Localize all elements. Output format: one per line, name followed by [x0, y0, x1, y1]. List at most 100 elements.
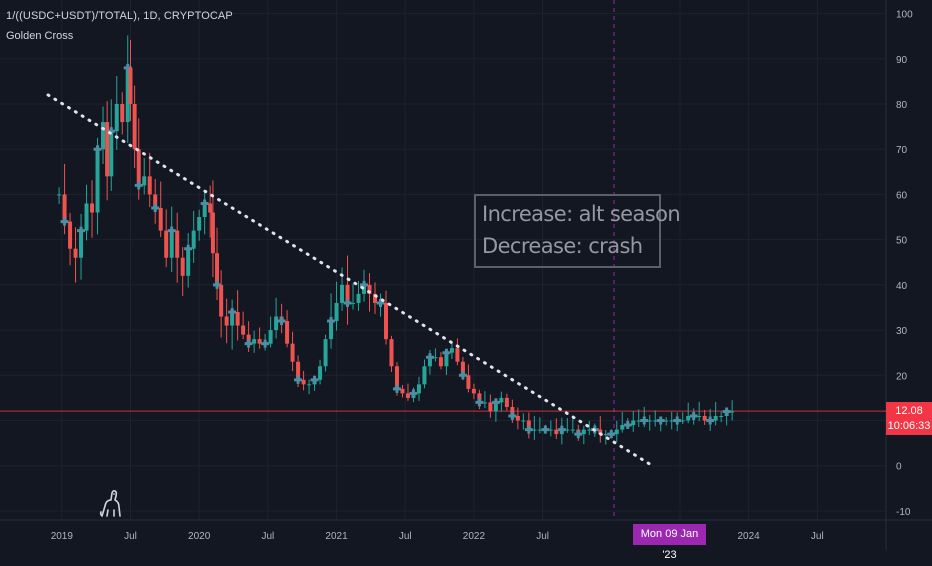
- candle-body: [169, 230, 174, 258]
- golden-cross-marker: [425, 353, 434, 362]
- candle-body: [532, 429, 537, 431]
- golden-cross-marker: [228, 308, 237, 316]
- y-tick-label: 70: [896, 145, 908, 156]
- golden-cross-marker: [277, 317, 286, 326]
- golden-cross-marker: [689, 412, 698, 420]
- x-tick-label: Jul: [536, 531, 549, 542]
- candle-body: [307, 384, 312, 386]
- annotation-box[interactable]: Increase: alt season Decrease: crash: [474, 194, 681, 268]
- candle-body: [367, 284, 372, 294]
- candle-body: [647, 420, 652, 422]
- golden-cross-marker: [541, 425, 550, 434]
- tradingview-logo-icon[interactable]: [98, 488, 124, 518]
- candle-body: [334, 302, 339, 322]
- candle-body: [114, 104, 119, 132]
- golden-cross-marker: [93, 145, 102, 154]
- candle-body: [499, 397, 504, 403]
- candle-body: [90, 203, 95, 213]
- candle-body: [620, 425, 625, 430]
- candle-body: [296, 361, 301, 380]
- golden-cross-marker: [706, 416, 715, 425]
- golden-cross-marker: [673, 416, 682, 425]
- candle-body: [197, 217, 202, 231]
- candle-body: [636, 420, 641, 422]
- x-tick-label: Jul: [399, 531, 412, 542]
- candle-body: [109, 131, 114, 177]
- candle-body: [515, 416, 520, 421]
- candle-body: [68, 221, 73, 249]
- chart-area[interactable]: 1009080706050403020100-102019Jul2020Jul2…: [0, 0, 932, 550]
- candle-body: [164, 230, 169, 258]
- candle-body: [345, 284, 350, 303]
- golden-cross-marker: [327, 317, 336, 326]
- candle-body: [142, 176, 147, 186]
- candle-body: [455, 348, 460, 362]
- y-tick-label: 60: [896, 190, 908, 201]
- candle-body: [153, 194, 158, 208]
- candle-body: [215, 253, 220, 285]
- y-tick-label: 20: [896, 371, 908, 382]
- candle-body: [504, 397, 509, 407]
- last-price-badge: 12.08 10:06:33: [886, 402, 932, 435]
- candle-body: [318, 366, 323, 380]
- candle-body: [208, 203, 213, 213]
- candle-body: [219, 284, 224, 317]
- candle-body: [460, 361, 465, 376]
- golden-cross-marker: [376, 298, 385, 307]
- candle-body: [158, 208, 163, 231]
- candle-body: [362, 284, 367, 294]
- candle-body: [84, 203, 89, 231]
- candle-body: [631, 420, 636, 426]
- candle-body: [191, 230, 196, 249]
- candle-body: [175, 230, 180, 258]
- indicator-title[interactable]: Golden Cross: [6, 30, 74, 42]
- candle-body: [422, 366, 427, 385]
- candle-body: [340, 284, 345, 303]
- candle-body: [95, 149, 100, 213]
- golden-cross-marker: [557, 425, 566, 434]
- symbol-title[interactable]: 1/((USDC+USDT)/TOTAL), 1D, CRYPTOCAP: [6, 10, 233, 22]
- golden-cross-marker: [167, 226, 176, 235]
- candle-body: [471, 388, 476, 394]
- golden-cross-marker: [524, 425, 533, 434]
- candle-body: [301, 379, 306, 385]
- candle-body: [697, 416, 702, 417]
- candle-body: [323, 339, 328, 367]
- candle-body: [268, 330, 273, 344]
- x-tick-label: 2019: [51, 531, 74, 542]
- candle-body: [252, 339, 257, 344]
- golden-cross-marker: [458, 371, 467, 380]
- golden-cross-marker: [261, 339, 270, 348]
- candle-body: [241, 325, 246, 335]
- golden-cross-marker: [607, 430, 616, 439]
- x-tick-label: 2021: [325, 531, 348, 542]
- candle-body: [680, 420, 685, 422]
- candle-body: [400, 388, 405, 394]
- candle-body: [713, 416, 718, 421]
- golden-cross-marker: [442, 348, 451, 357]
- candle-body: [224, 316, 229, 326]
- golden-cross-marker: [343, 298, 352, 307]
- candle-body: [351, 302, 356, 304]
- golden-cross-marker: [409, 389, 418, 398]
- candle-body: [383, 302, 388, 340]
- golden-cross-marker: [200, 199, 209, 208]
- candle-body: [565, 429, 570, 431]
- golden-cross-marker: [294, 375, 303, 384]
- golden-cross-marker: [640, 416, 649, 425]
- x-tick-label: 2024: [738, 531, 761, 542]
- candle-body: [686, 416, 691, 421]
- candle-body: [466, 375, 471, 389]
- price-chart[interactable]: 1009080706050403020100-102019Jul2020Jul2…: [0, 0, 932, 550]
- candle-body: [79, 230, 84, 258]
- golden-cross-marker: [60, 217, 69, 226]
- golden-cross-marker: [184, 244, 193, 253]
- candle-body: [210, 212, 215, 254]
- x-tick-label: 2022: [463, 531, 486, 542]
- y-tick-label: 80: [896, 100, 908, 111]
- y-tick-label: 40: [896, 281, 908, 292]
- golden-cross-marker: [244, 339, 253, 348]
- golden-cross-marker: [392, 384, 401, 393]
- candle-body: [73, 248, 78, 258]
- candle-body: [329, 321, 334, 340]
